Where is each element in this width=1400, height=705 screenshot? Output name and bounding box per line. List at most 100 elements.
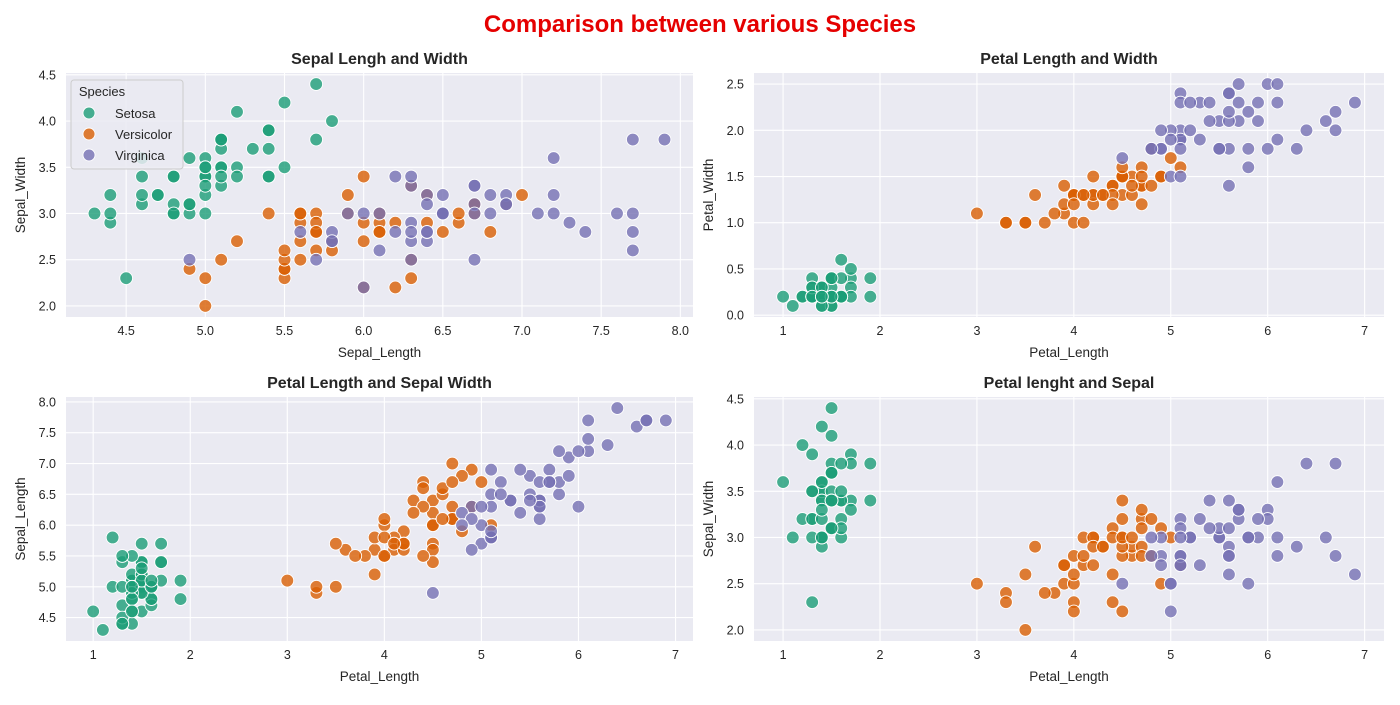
data-point-versicolor xyxy=(426,555,440,569)
data-point-versicolor xyxy=(1057,558,1072,573)
x-tick-label: 3 xyxy=(973,648,980,662)
data-point-virginica xyxy=(1260,141,1275,156)
data-point-virginica xyxy=(464,542,479,557)
data-point-versicolor xyxy=(1134,502,1149,517)
data-point-versicolor xyxy=(1057,178,1072,193)
data-point-setosa xyxy=(785,299,800,313)
data-point-versicolor xyxy=(1018,215,1033,230)
data-point-versicolor xyxy=(387,536,401,551)
y-axis-label: Sepal_Width xyxy=(701,481,716,558)
data-point-virginica xyxy=(639,413,654,428)
data-point-setosa xyxy=(824,521,839,536)
subplot-2: 1 2 3 4 5 6 7 0.0 0.5 1.0 1.5 2.0 2.5 Petal Length an… xyxy=(701,51,1384,360)
data-point-virginica xyxy=(404,169,419,184)
data-point-virginica xyxy=(542,462,557,477)
data-point-versicolor xyxy=(1134,169,1149,184)
x-tick-label: 7 xyxy=(1361,324,1368,338)
legend: Species Setosa Versicolor Virginica xyxy=(70,79,184,170)
data-point-virginica xyxy=(561,469,576,483)
x-tick-label: 7 xyxy=(672,648,679,662)
data-point-virginica xyxy=(1154,123,1168,138)
data-point-setosa xyxy=(277,160,292,175)
data-point-virginica xyxy=(629,419,644,434)
y-tick-label: 2.5 xyxy=(39,253,56,267)
series-virginica xyxy=(182,132,672,295)
data-point-setosa xyxy=(814,502,829,517)
data-point-versicolor xyxy=(356,234,371,249)
data-point-versicolor xyxy=(404,271,419,286)
data-point-setosa xyxy=(824,271,839,286)
data-point-virginica xyxy=(1270,530,1285,545)
data-point-versicolor xyxy=(356,169,371,184)
data-point-virginica xyxy=(499,197,514,212)
data-point-setosa xyxy=(261,169,276,184)
data-point-virginica xyxy=(1202,95,1217,110)
x-tick-label: 5.0 xyxy=(197,324,214,338)
x-tick-label: 7.5 xyxy=(592,324,609,338)
data-point-versicolor xyxy=(455,469,469,483)
data-point-virginica xyxy=(309,252,324,267)
data-point-virginica xyxy=(420,225,434,239)
data-point-virginica xyxy=(523,493,537,508)
data-point-setosa xyxy=(814,530,829,545)
y-tick-label: 4.5 xyxy=(39,68,56,82)
data-point-versicolor xyxy=(1105,567,1120,582)
data-point-setosa xyxy=(261,123,276,138)
data-point-virginica xyxy=(467,178,482,193)
data-point-setosa xyxy=(844,502,858,517)
data-point-virginica xyxy=(467,206,482,221)
data-point-versicolor xyxy=(445,456,460,471)
x-tick-label: 2 xyxy=(877,648,884,662)
data-point-virginica xyxy=(1241,160,1256,175)
y-tick-label: 0.0 xyxy=(727,309,744,323)
data-point-versicolor xyxy=(328,536,343,551)
y-tick-label: 6.5 xyxy=(39,488,56,502)
data-point-virginica xyxy=(1222,178,1236,193)
x-axis-label: Petal_Length xyxy=(340,669,420,684)
data-point-versicolor xyxy=(214,252,229,267)
data-point-virginica xyxy=(493,487,508,502)
data-point-setosa xyxy=(261,141,276,156)
x-tick-label: 6.0 xyxy=(355,324,372,338)
data-point-virginica xyxy=(561,450,576,465)
data-point-versicolor xyxy=(1144,512,1159,526)
data-point-setosa xyxy=(277,95,292,110)
y-tick-label: 3.5 xyxy=(39,161,56,175)
data-point-virginica xyxy=(1183,123,1198,138)
data-point-virginica xyxy=(1289,141,1304,156)
data-point-setosa xyxy=(198,206,213,221)
data-point-virginica xyxy=(1192,132,1207,147)
data-point-versicolor xyxy=(328,579,343,594)
data-point-virginica xyxy=(467,252,482,267)
data-point-setosa xyxy=(805,595,820,610)
data-point-virginica xyxy=(1318,114,1333,128)
data-point-versicolor xyxy=(1037,215,1052,230)
data-point-versicolor xyxy=(1076,549,1091,563)
data-point-virginica xyxy=(546,188,561,202)
data-point-virginica xyxy=(1173,530,1188,545)
data-point-virginica xyxy=(420,197,434,212)
data-point-setosa xyxy=(115,549,130,563)
data-point-virginica xyxy=(1231,95,1246,110)
data-point-setosa xyxy=(863,493,878,508)
data-point-virginica xyxy=(625,225,640,239)
data-point-setosa xyxy=(150,188,165,202)
data-point-versicolor xyxy=(348,549,363,563)
y-tick-label: 3.0 xyxy=(39,207,56,221)
legend-title: Species xyxy=(79,84,126,99)
data-point-virginica xyxy=(1115,151,1130,165)
data-point-setosa xyxy=(182,197,197,212)
data-point-versicolor xyxy=(1028,188,1042,202)
data-point-virginica xyxy=(1270,549,1285,563)
data-point-virginica xyxy=(1173,169,1188,184)
legend-label-virginica: Virginica xyxy=(115,148,165,163)
subplot-1: 4.5 5.0 5.5 6.0 6.5 7.0 7.5 8.0 2.0 2.5 3.0 3.5 4.0 4… xyxy=(13,51,693,360)
data-point-setosa xyxy=(103,206,118,221)
data-point-virginica xyxy=(610,206,624,221)
y-tick-label: 2.5 xyxy=(727,577,744,591)
data-point-versicolor xyxy=(377,549,392,563)
data-point-setosa xyxy=(125,592,139,606)
y-tick-label: 4.0 xyxy=(39,115,56,129)
data-point-setosa xyxy=(824,493,839,508)
